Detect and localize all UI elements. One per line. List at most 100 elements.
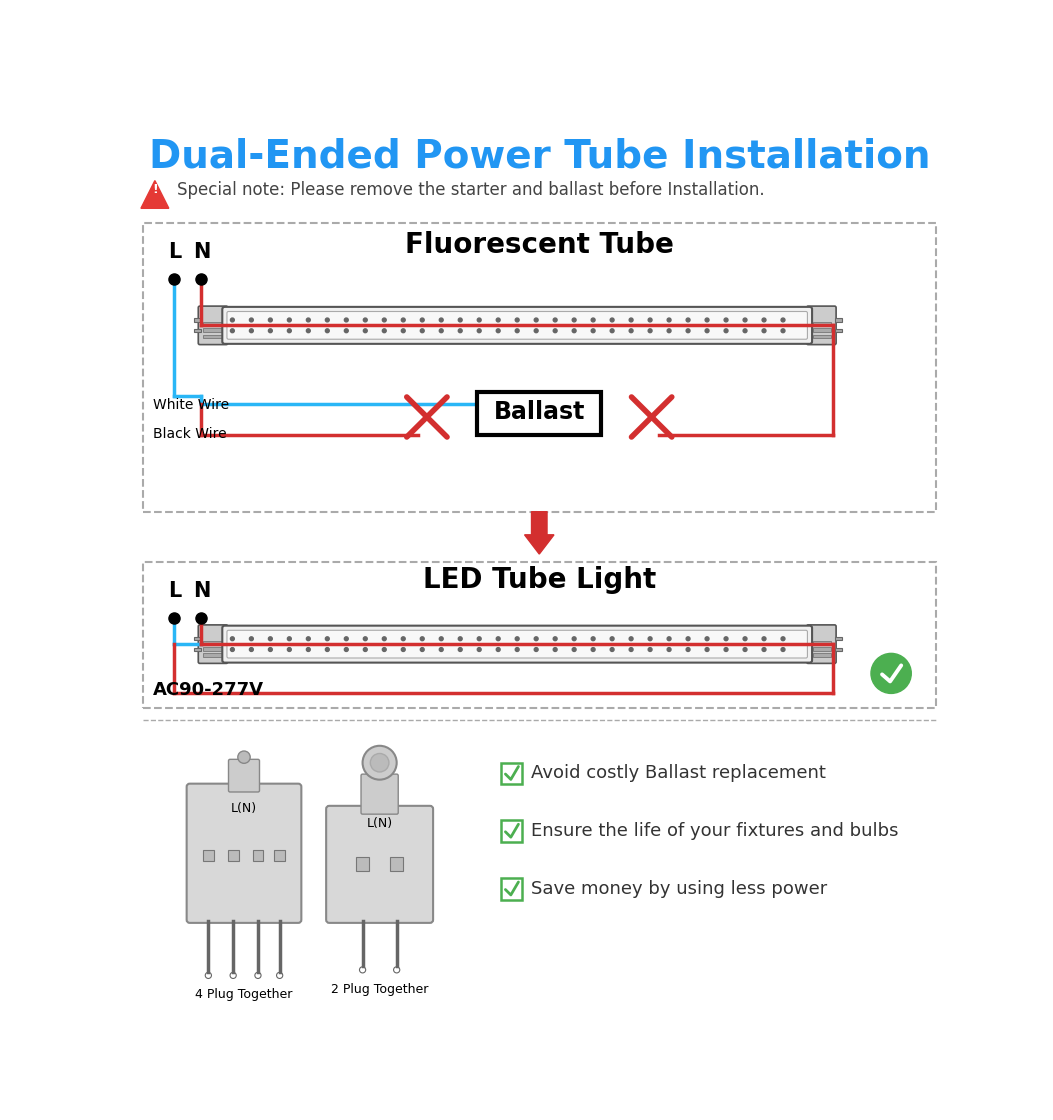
Circle shape xyxy=(382,318,386,321)
FancyBboxPatch shape xyxy=(227,311,808,339)
Circle shape xyxy=(363,329,367,333)
Circle shape xyxy=(250,329,254,333)
Circle shape xyxy=(420,637,424,641)
Bar xyxy=(500,821,522,842)
FancyBboxPatch shape xyxy=(198,306,227,345)
Bar xyxy=(477,392,601,435)
Circle shape xyxy=(724,318,728,321)
Circle shape xyxy=(230,972,236,979)
Circle shape xyxy=(231,637,235,641)
Text: Black Wire: Black Wire xyxy=(153,427,226,441)
Circle shape xyxy=(287,647,292,652)
Circle shape xyxy=(238,752,251,764)
Circle shape xyxy=(250,637,254,641)
Bar xyxy=(143,223,936,512)
Circle shape xyxy=(325,329,330,333)
Circle shape xyxy=(382,647,386,652)
Circle shape xyxy=(687,318,690,321)
Circle shape xyxy=(668,329,671,333)
Circle shape xyxy=(496,647,500,652)
Text: L: L xyxy=(167,242,181,262)
Circle shape xyxy=(762,647,766,652)
Circle shape xyxy=(306,318,311,321)
Circle shape xyxy=(572,637,576,641)
Text: Ensure the life of your fixtures and bulbs: Ensure the life of your fixtures and bul… xyxy=(531,822,898,840)
Circle shape xyxy=(496,637,500,641)
Bar xyxy=(194,318,201,321)
Circle shape xyxy=(553,329,557,333)
Bar xyxy=(253,850,263,860)
Circle shape xyxy=(668,637,671,641)
Circle shape xyxy=(649,318,652,321)
Bar xyxy=(813,335,832,338)
Circle shape xyxy=(420,329,424,333)
Circle shape xyxy=(394,967,400,973)
Circle shape xyxy=(287,329,292,333)
Text: White Wire: White Wire xyxy=(153,398,229,412)
Bar xyxy=(194,637,201,641)
Circle shape xyxy=(534,637,538,641)
FancyBboxPatch shape xyxy=(807,306,836,345)
FancyBboxPatch shape xyxy=(326,806,433,923)
Circle shape xyxy=(439,647,443,652)
Circle shape xyxy=(344,647,349,652)
Circle shape xyxy=(496,329,500,333)
FancyBboxPatch shape xyxy=(361,774,398,814)
Circle shape xyxy=(250,318,254,321)
Circle shape xyxy=(591,647,595,652)
Bar xyxy=(835,637,841,641)
Circle shape xyxy=(649,637,652,641)
Circle shape xyxy=(591,637,595,641)
Circle shape xyxy=(439,637,443,641)
Bar xyxy=(813,647,832,651)
Circle shape xyxy=(458,329,462,333)
Circle shape xyxy=(287,637,292,641)
Bar xyxy=(813,653,832,657)
Bar xyxy=(500,763,522,784)
Circle shape xyxy=(630,637,633,641)
Bar xyxy=(227,850,239,860)
Circle shape xyxy=(458,318,462,321)
Circle shape xyxy=(610,647,614,652)
Bar xyxy=(203,850,214,860)
Circle shape xyxy=(458,647,462,652)
Circle shape xyxy=(762,329,766,333)
Circle shape xyxy=(553,318,557,321)
Circle shape xyxy=(401,647,405,652)
Circle shape xyxy=(477,647,481,652)
Circle shape xyxy=(477,637,481,641)
Circle shape xyxy=(363,318,367,321)
Circle shape xyxy=(534,647,538,652)
Circle shape xyxy=(781,318,784,321)
FancyBboxPatch shape xyxy=(807,625,836,663)
Circle shape xyxy=(762,637,766,641)
Circle shape xyxy=(572,647,576,652)
Circle shape xyxy=(401,637,405,641)
Bar xyxy=(813,641,832,645)
Circle shape xyxy=(515,647,519,652)
Circle shape xyxy=(325,318,330,321)
Circle shape xyxy=(269,329,273,333)
Circle shape xyxy=(382,329,386,333)
Circle shape xyxy=(743,637,747,641)
FancyBboxPatch shape xyxy=(229,759,259,792)
Circle shape xyxy=(649,647,652,652)
Circle shape xyxy=(458,637,462,641)
Bar xyxy=(203,335,221,338)
Circle shape xyxy=(591,318,595,321)
Circle shape xyxy=(515,637,519,641)
Polygon shape xyxy=(141,180,168,208)
Circle shape xyxy=(630,647,633,652)
Circle shape xyxy=(743,318,747,321)
Circle shape xyxy=(363,647,367,652)
Circle shape xyxy=(359,967,365,973)
Circle shape xyxy=(649,329,652,333)
Circle shape xyxy=(553,647,557,652)
Text: N: N xyxy=(193,581,210,601)
Circle shape xyxy=(306,637,311,641)
Bar xyxy=(813,328,832,333)
Circle shape xyxy=(515,318,519,321)
Bar xyxy=(835,329,841,333)
Circle shape xyxy=(630,318,633,321)
Circle shape xyxy=(743,329,747,333)
